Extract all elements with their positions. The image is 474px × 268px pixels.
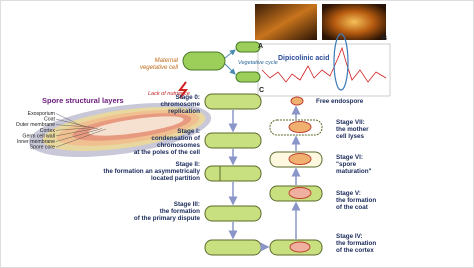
stage-label: the formation [160, 208, 200, 215]
stage-label: Stage I: [177, 128, 200, 135]
layer-label: Coat [44, 117, 56, 123]
stage-label: of the coat [336, 204, 369, 211]
trigger-label: Lack of nutrience [148, 91, 190, 97]
spectrum-frame [257, 43, 391, 97]
stage-label: located partition [151, 175, 200, 182]
photo-a [255, 4, 317, 40]
leader-line [55, 128, 107, 148]
peak-label: Dipicolinic acid [278, 55, 329, 62]
stage-label: Stage VI: [336, 154, 363, 161]
stage-label: of the primary dispute [134, 215, 201, 222]
stage-label: condensation of [151, 135, 201, 142]
layer-label: Cortex [40, 128, 56, 134]
vegetative-cell [182, 51, 226, 71]
stage-label: the formation [336, 197, 376, 204]
leader-line [55, 124, 91, 128]
stage-arrows [228, 105, 301, 252]
stage-label: cell lyses [336, 133, 365, 140]
daughter-cell [235, 71, 261, 83]
stage-label: Stage III: [174, 201, 200, 208]
layer-label: Inner membrane [17, 139, 55, 145]
stage-label: Stage V: [336, 190, 361, 197]
leader-line [55, 127, 99, 137]
layer-label: Exosporium [28, 111, 55, 117]
stage-label: the mother [336, 126, 369, 133]
cycle-label: Vegetative cycle [238, 60, 278, 66]
stage-label: of the cortex [336, 247, 374, 254]
bolt [178, 81, 188, 99]
free-endospore: Free endospore [316, 98, 364, 105]
leader-line [55, 113, 83, 127]
leader-line [55, 118, 87, 127]
cell-label: Maternal [155, 58, 179, 64]
layer-label: Spore core [30, 145, 55, 151]
layer-label: Germ cell wall [22, 133, 55, 139]
arrow [224, 63, 236, 75]
stage-label: "spore [336, 161, 357, 168]
panel-letter: C [259, 87, 264, 94]
leader-line [55, 127, 95, 131]
spectrum-line [261, 46, 387, 83]
panel-letter: B [382, 35, 387, 42]
stage-label: chromosome [160, 101, 200, 108]
stage-cells [204, 93, 323, 256]
stage-label: maturation" [336, 168, 372, 175]
stage-label: the formation [336, 240, 376, 247]
stage-label: the formation an asymmetrically [103, 168, 200, 175]
stage-label: Stage II: [176, 161, 201, 168]
stage-label: at the poles of the cell [134, 149, 200, 156]
cell-label: vegetative cell [140, 65, 179, 71]
spore-title: Spore structural layers [42, 96, 124, 105]
peak-circle [333, 33, 349, 91]
stage-label: Stage 0: [176, 94, 201, 101]
stage-label: Stage IV: [336, 233, 363, 240]
panel-letter: A [258, 43, 263, 50]
stage-label: Stage VII: [336, 119, 365, 126]
daughter-cell [235, 41, 261, 53]
stage-label: chromosomes [157, 142, 201, 149]
spore-layers [28, 103, 212, 157]
leader-line [55, 128, 103, 142]
arrow [224, 49, 236, 59]
stage-label: replication [168, 108, 200, 115]
photo-b [322, 4, 386, 40]
layer-label: Outer membrane [16, 122, 55, 128]
